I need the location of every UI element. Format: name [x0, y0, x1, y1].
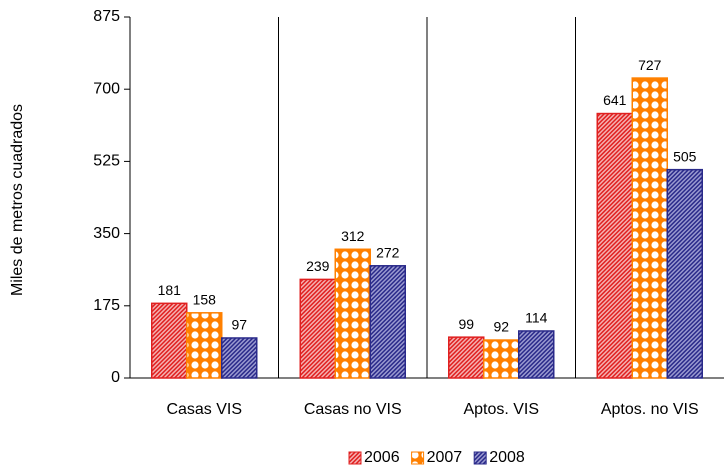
y-tick-label: 525 — [93, 153, 120, 170]
bar — [518, 330, 555, 379]
bar — [151, 302, 188, 379]
legend-swatch — [411, 451, 425, 465]
legend-label: 2006 — [364, 449, 400, 466]
data-label: 272 — [376, 244, 400, 260]
data-label: 181 — [158, 282, 182, 298]
bar — [186, 312, 223, 379]
legend-swatch — [473, 451, 487, 465]
bar — [631, 77, 668, 379]
legend-label: 2007 — [427, 449, 463, 466]
bar — [369, 265, 406, 379]
legend-swatch — [348, 451, 362, 465]
data-label: 239 — [306, 258, 330, 274]
data-label: 641 — [603, 92, 627, 108]
y-tick-label: 175 — [93, 297, 120, 314]
data-label: 99 — [458, 316, 474, 332]
data-label: 92 — [493, 319, 509, 335]
x-tick-label: Aptos. no VIS — [601, 401, 699, 418]
bar — [334, 248, 371, 379]
data-label: 114 — [525, 310, 548, 326]
bar — [483, 339, 520, 379]
bar — [448, 336, 485, 379]
x-tick-label: Casas VIS — [166, 401, 242, 418]
data-label: 727 — [638, 57, 662, 73]
bar — [221, 337, 258, 379]
y-tick-label: 875 — [93, 8, 120, 25]
y-axis-label: Miles de metros cuadrados — [9, 104, 26, 296]
data-label: 158 — [193, 292, 217, 308]
x-tick-label: Aptos. VIS — [463, 401, 539, 418]
bar — [596, 112, 633, 379]
y-tick-label: 0 — [111, 369, 120, 386]
data-label: 505 — [673, 148, 697, 164]
y-tick-label: 350 — [93, 225, 120, 242]
y-tick-label: 700 — [93, 80, 120, 97]
bar — [299, 278, 336, 379]
bar — [666, 168, 703, 379]
data-label: 312 — [341, 228, 365, 244]
data-label: 97 — [231, 317, 247, 333]
x-tick-label: Casas no VIS — [304, 401, 402, 418]
legend-label: 2008 — [489, 449, 525, 466]
